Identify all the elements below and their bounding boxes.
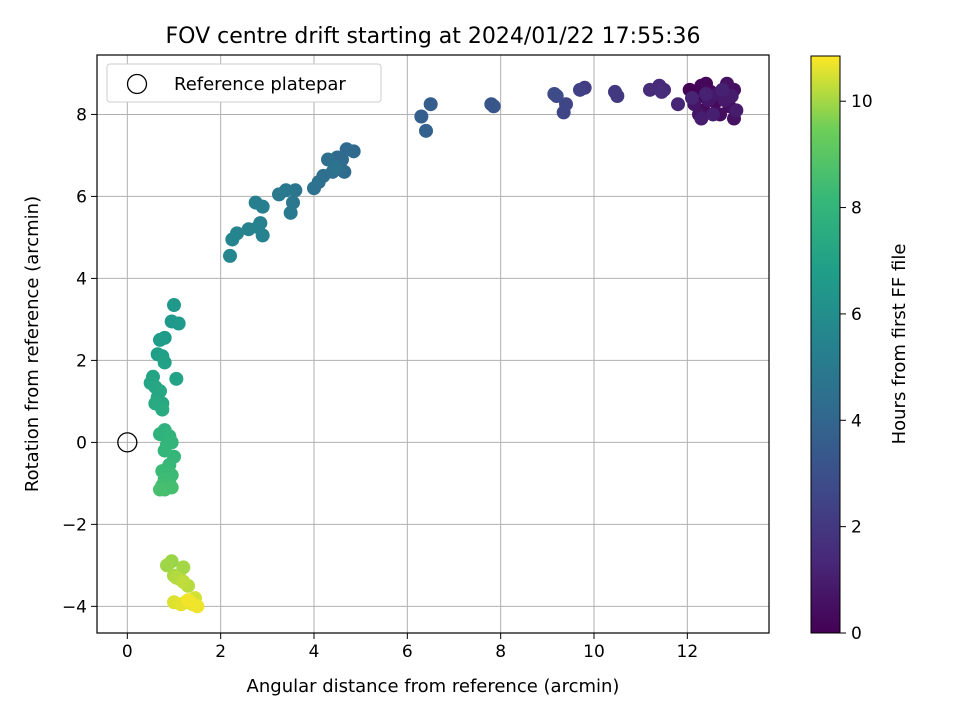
colorbar-label: Hours from first FF file	[889, 244, 910, 445]
data-point	[157, 355, 172, 370]
x-axis-label: Angular distance from reference (arcmin)	[247, 676, 620, 697]
data-point	[176, 574, 191, 589]
y-tick-label: −4	[62, 597, 87, 617]
data-point	[547, 86, 562, 101]
data-point	[419, 123, 433, 138]
plot-frame	[96, 54, 770, 634]
grid-lines	[97, 55, 769, 633]
data-point	[181, 593, 195, 608]
colorbar-ticks: 0 2 4 6 8 10	[840, 92, 873, 644]
data-point	[706, 107, 720, 122]
data-point	[272, 187, 286, 202]
data-point	[248, 195, 263, 210]
legend: Reference platepar	[106, 63, 382, 103]
y-tick-label: −2	[62, 515, 87, 535]
data-point	[176, 560, 191, 575]
data-point	[573, 82, 587, 97]
data-point	[283, 205, 298, 220]
data-point	[423, 97, 438, 112]
legend-marker-open-circle	[126, 73, 148, 95]
data-point	[715, 82, 730, 97]
y-tick-label: 6	[76, 187, 87, 207]
data-point	[654, 84, 669, 99]
x-tick-label: 8	[495, 642, 506, 662]
data-point	[328, 160, 342, 175]
reference-platepar-marker	[117, 432, 138, 453]
data-point	[610, 88, 625, 103]
data-point	[414, 109, 429, 124]
x-tick-label: 10	[583, 642, 605, 662]
x-tick-label: 0	[122, 642, 133, 662]
y-axis-label: Rotation from reference (arcmin)	[22, 196, 43, 492]
data-point	[307, 181, 321, 196]
legend-label: Reference platepar	[174, 74, 346, 95]
data-point	[225, 232, 240, 247]
data-point	[671, 97, 685, 112]
data-point	[223, 248, 237, 263]
data-point	[164, 480, 179, 495]
data-point	[255, 228, 270, 243]
y-tick-label: 8	[76, 105, 87, 125]
data-point	[169, 371, 184, 386]
colorbar-gradient	[810, 55, 841, 634]
data-point	[171, 316, 186, 331]
legend-box	[106, 63, 382, 103]
data-point	[484, 97, 499, 112]
x-ticks: 0 2 4 6 8 10 12	[122, 633, 698, 662]
y-tick-label: 2	[76, 351, 87, 371]
data-point	[153, 332, 167, 347]
data-point	[729, 103, 744, 118]
x-tick-label: 12	[677, 642, 699, 662]
data-point	[694, 111, 709, 126]
x-tick-label: 4	[309, 642, 320, 662]
colorbar-tick-label: 8	[851, 199, 862, 219]
data-point	[167, 298, 181, 313]
data-point	[153, 482, 167, 497]
y-tick-label: 0	[76, 433, 87, 453]
colorbar-tick-label: 2	[851, 518, 862, 538]
scatter-points	[117, 76, 744, 614]
chart-title: FOV centre drift starting at 2024/01/22 …	[166, 24, 701, 49]
data-point	[160, 558, 174, 573]
colorbar-tick-label: 0	[851, 624, 862, 644]
data-point	[699, 86, 713, 101]
y-tick-label: 4	[76, 269, 87, 289]
colorbar: 0 2 4 6 8 10 Hours from first FF file	[810, 55, 910, 644]
y-ticks: −4 −2 0 2 4 6 8	[62, 105, 97, 617]
x-tick-label: 6	[402, 642, 413, 662]
data-point	[556, 105, 571, 120]
x-tick-label: 2	[215, 642, 226, 662]
data-point	[241, 222, 256, 237]
colorbar-tick-label: 4	[851, 411, 862, 431]
colorbar-tick-label: 10	[851, 92, 873, 112]
data-point	[643, 82, 657, 97]
colorbar-tick-label: 6	[851, 305, 862, 325]
data-point	[685, 91, 699, 106]
data-point	[155, 402, 170, 417]
